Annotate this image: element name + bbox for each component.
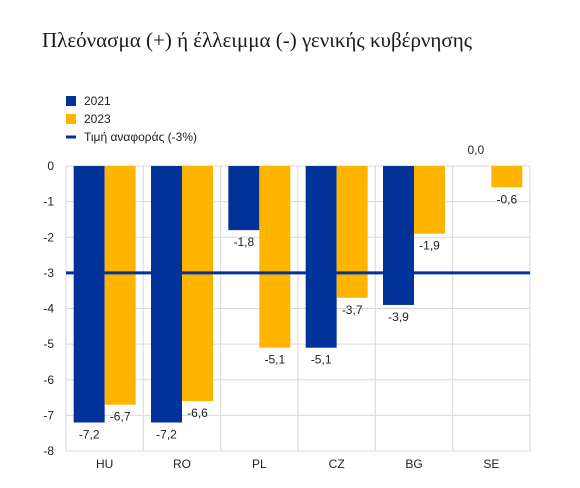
bar-2021-RO <box>151 166 182 423</box>
y-tick-label: 0 <box>47 159 54 173</box>
bar-2023-SE <box>491 166 523 188</box>
x-tick-label: PL <box>252 457 267 471</box>
x-tick-label: HU <box>96 457 113 471</box>
data-label-2023-RO: -6,6 <box>187 406 208 420</box>
data-label-2023-SE: -0,6 <box>496 192 517 206</box>
bar-2023-BG <box>414 166 445 234</box>
chart-title: Πλεόνασμα (+) ή έλλειμμα (-) γενικής κυβ… <box>42 28 473 52</box>
legend: 2021 2023 Τιμή αναφοράς (-3%) <box>66 94 197 144</box>
legend-item-2023-swatch <box>66 114 76 124</box>
y-tick-label: -5 <box>43 337 54 351</box>
data-label-2021-RO: -7,2 <box>156 428 177 442</box>
grid-layer <box>65 165 531 452</box>
legend-item-2021-swatch <box>66 96 76 106</box>
legend-item-reference-label: Τιμή αναφοράς (-3%) <box>84 130 197 144</box>
data-label-2021-SE: 0,0 <box>467 143 484 157</box>
y-tick-label: -7 <box>43 408 54 422</box>
x-tick-label: RO <box>173 457 191 471</box>
bar-2023-CZ <box>336 166 368 298</box>
x-tick-label: CZ <box>329 457 345 471</box>
legend-item-reference-swatch <box>66 135 76 139</box>
axis-layer: 0 -1 -2 -3 -4 -5 -6 -7 -8 HU RO PL CZ BG SE <box>43 159 499 471</box>
legend-item-2021-label: 2021 <box>84 94 111 108</box>
y-tick-label: -4 <box>43 302 54 316</box>
y-tick-label: -6 <box>43 373 54 387</box>
y-tick-label: -1 <box>43 195 54 209</box>
bar-2023-RO <box>182 166 213 402</box>
bar-2023-HU <box>104 166 136 405</box>
y-tick-label: -2 <box>43 230 54 244</box>
x-tick-label: BG <box>405 457 422 471</box>
y-tick-label: -8 <box>43 444 54 458</box>
data-label-2023-CZ: -3,7 <box>342 303 363 317</box>
data-label-2021-HU: -7,2 <box>79 428 100 442</box>
data-label-2021-BG: -3,9 <box>388 310 409 324</box>
bar-2021-PL <box>228 166 260 231</box>
data-labels-layer: -7,2 -6,7 -7,2 -6,6 -1,8 -5,1 -5,1 -3,7 -3,9 -1,9… <box>79 143 518 442</box>
legend-item-2023-label: 2023 <box>84 112 111 126</box>
bar-2021-HU <box>73 166 105 423</box>
bar-2023-PL <box>259 166 291 348</box>
data-label-2021-PL: -1,8 <box>233 235 254 249</box>
bar-2021-CZ <box>305 166 337 348</box>
data-label-2023-PL: -5,1 <box>264 353 285 367</box>
data-label-2023-BG: -1,9 <box>419 239 440 253</box>
data-label-2021-CZ: -5,1 <box>311 353 332 367</box>
data-label-2023-HU: -6,7 <box>110 410 131 424</box>
y-tick-label: -3 <box>43 266 54 280</box>
bars-layer <box>73 166 523 423</box>
x-tick-label: SE <box>483 457 499 471</box>
bar-2021-BG <box>383 166 414 305</box>
